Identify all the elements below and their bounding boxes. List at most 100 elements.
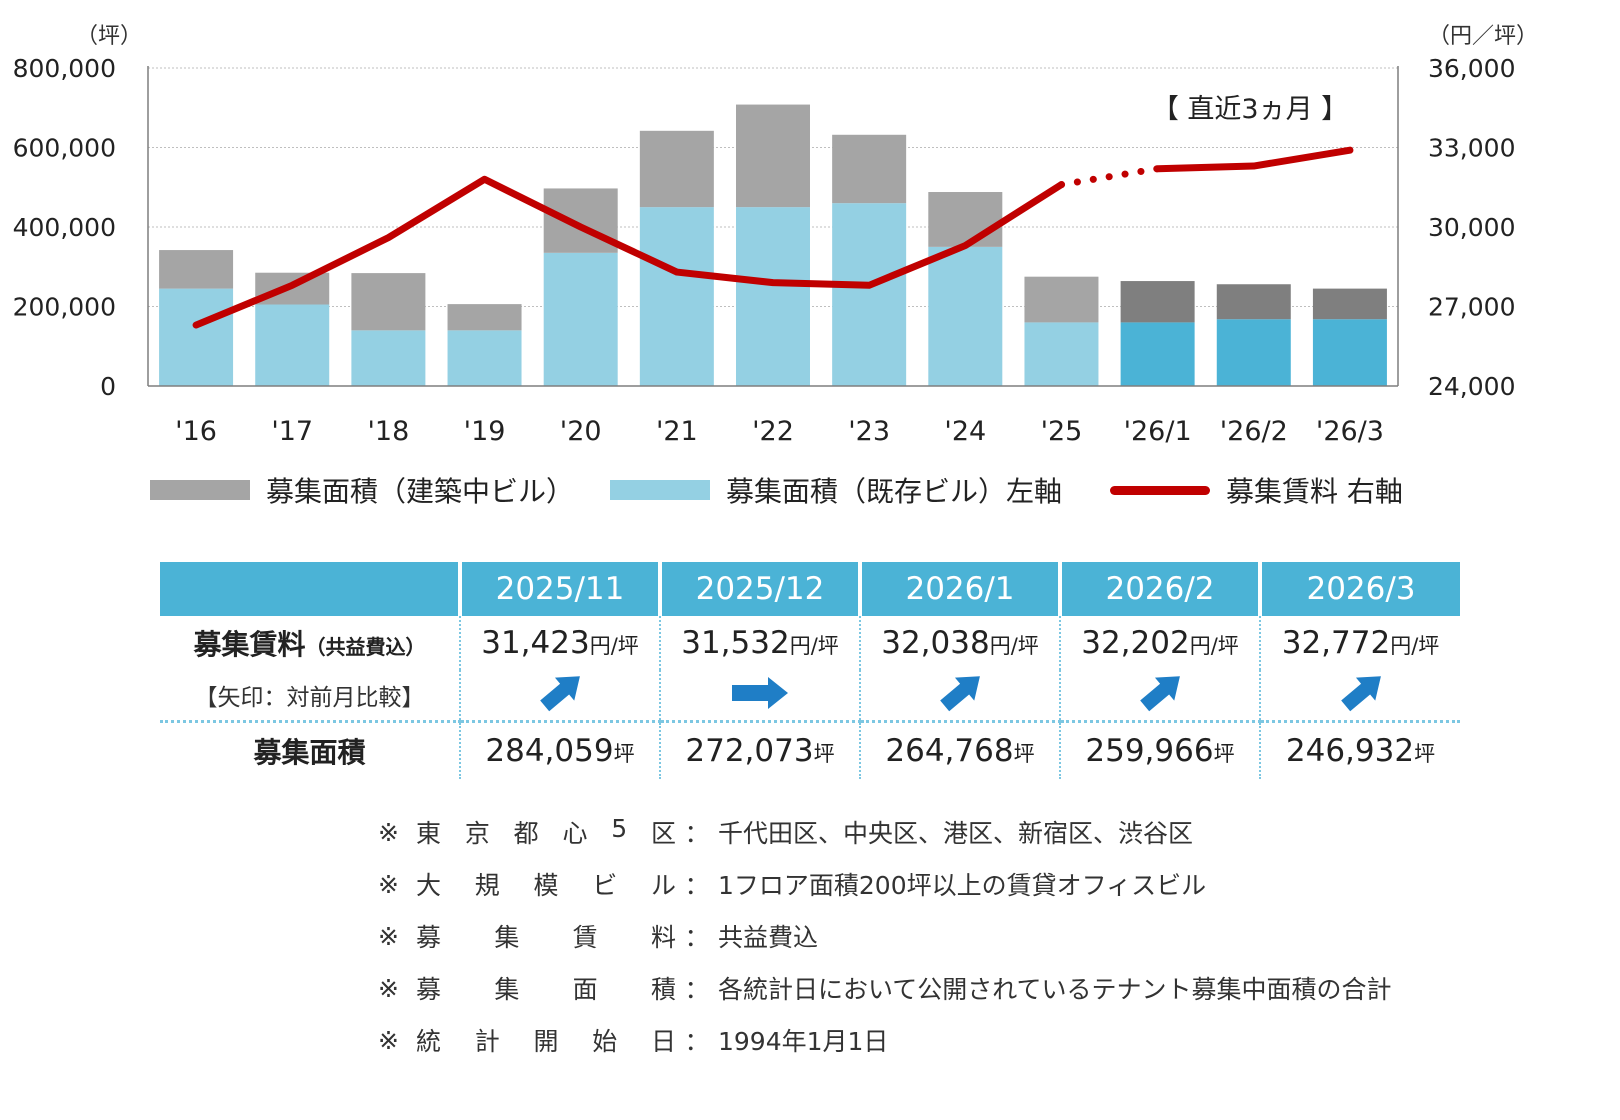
x-axis-tick-label: '26/1 (1124, 416, 1192, 447)
trend-arrow-shape (732, 677, 788, 709)
table-header-cell: 2026/2 (1060, 562, 1262, 616)
legend-swatch-rent (1110, 485, 1210, 495)
arrow-cell (1260, 670, 1460, 723)
right-axis-tick-label: 24,000 (1428, 372, 1515, 401)
area-unit: 坪 (1414, 742, 1436, 766)
note-mark: ※ (378, 817, 399, 847)
rent-cell: 32,772円/坪 (1260, 616, 1460, 670)
left-axis-tick-label: 400,000 (13, 213, 116, 242)
left-axis-tick-label: 200,000 (13, 293, 116, 322)
note-value: 共益費込 (718, 923, 819, 952)
rent-label-cell: 募集賃料（共益費込） (160, 616, 461, 670)
note-mark: ※ (378, 1025, 399, 1055)
rent-line-dotted (1057, 165, 1162, 189)
x-axis-tick-label: '21 (656, 416, 698, 447)
note-label: 統計開始日 (416, 1022, 676, 1058)
table-header-cell: 2025/12 (660, 562, 862, 616)
area-cell: 246,932坪 (1260, 722, 1460, 780)
legend-label-construction: 募集面積（建築中ビル） (266, 475, 575, 508)
trend-arrow-icon (1340, 676, 1381, 712)
legend-label-existing: 募集面積（既存ビル）左軸 (726, 475, 1063, 508)
note-label: 大規模ビル (416, 866, 676, 902)
trend-arrow-shape (940, 676, 980, 712)
bar-construction (1024, 276, 1099, 323)
note-label-char: 5 (611, 814, 628, 843)
legend-item-existing: 募集面積（既存ビル）左軸 (610, 470, 1062, 510)
note-value: 1フロア面積200坪以上の賃貸オフィスビル (718, 871, 1207, 900)
trend-arrow-icon (540, 676, 580, 712)
area-unit: 坪 (813, 742, 835, 766)
note-label-char: 大 (416, 871, 442, 900)
trend-arrow-icon (940, 676, 980, 712)
area-value: 246,932 (1285, 733, 1415, 769)
bar-construction (928, 192, 1003, 247)
x-axis-tick-label: '23 (848, 416, 890, 447)
note-label-char: 集 (494, 923, 520, 952)
bar-existing (543, 252, 618, 386)
rent-value: 32,772 (1281, 625, 1391, 661)
table-header-cell: 2026/3 (1260, 562, 1460, 616)
bar-existing (255, 304, 330, 386)
area-value: 284,059 (485, 733, 614, 769)
note-separator: ： (684, 1027, 710, 1056)
area-unit: 坪 (1213, 742, 1235, 766)
note-label-char: 賃 (572, 923, 598, 952)
bar-construction (351, 273, 426, 331)
note-label-char: 開 (533, 1027, 559, 1056)
x-axis-tick-label: '24 (944, 416, 986, 447)
bar-construction (639, 130, 714, 208)
area-unit: 坪 (613, 742, 635, 766)
rent-cell: 31,423円/坪 (460, 616, 661, 670)
note-label-char: 募 (416, 975, 442, 1004)
note-label-char: 面 (572, 975, 598, 1004)
note-label: 募集賃料 (416, 918, 676, 954)
rent-label-sub: （共益費込） (305, 635, 426, 659)
left-axis-tick-label: 800,000 (13, 54, 116, 83)
note-mark: ※ (378, 973, 399, 1003)
x-axis-tick-label: '26/2 (1220, 416, 1288, 447)
area-value: 272,073 (685, 733, 814, 769)
arrow-note-cell: 【矢印：対前月比較】 (160, 670, 461, 723)
note-value: 1994年1月1日 (718, 1027, 889, 1056)
note-label-char: 統 (416, 1027, 442, 1056)
table-row-rent: 募集賃料（共益費込） 31,423円/坪 31,532円/坪 32,038円/坪… (160, 616, 1460, 670)
rent-label: 募集賃料 (193, 628, 306, 661)
rent-value: 32,038 (881, 625, 990, 661)
right-axis-tick-label: 27,000 (1428, 293, 1515, 322)
area-value: 264,768 (885, 733, 1014, 769)
x-axis-tick-label: '22 (752, 416, 794, 447)
x-axis-tick-label: '26/3 (1316, 416, 1384, 447)
rent-unit: 円/坪 (989, 634, 1039, 658)
x-axis-tick-label: '17 (271, 416, 313, 447)
bar-existing (159, 288, 234, 386)
legend-item-construction: 募集面積（建築中ビル） (150, 470, 574, 510)
right-axis-tick-label: 33,000 (1428, 134, 1515, 163)
rent-unit: 円/坪 (789, 634, 839, 658)
rent-unit: 円/坪 (589, 634, 639, 658)
bar-existing (1024, 322, 1099, 386)
bar-construction (832, 134, 907, 204)
bar-construction (543, 188, 618, 253)
trend-arrow-shape (1140, 676, 1180, 712)
rent-value: 31,423 (481, 625, 590, 661)
left-axis-tick-label: 0 (100, 372, 116, 401)
bar-existing (736, 207, 810, 386)
legend: 募集面積（建築中ビル） 募集面積（既存ビル）左軸 募集賃料 右軸 (150, 470, 1450, 510)
note-label-char: 東 (416, 819, 442, 848)
table-header-cell: 2026/1 (860, 562, 1062, 616)
note-row: ※ 募 集 面 積 ： 各統計日において公開されているテナント募集中面積の合計 (378, 962, 1392, 1014)
bar-existing (639, 207, 714, 386)
bar-construction (736, 104, 810, 208)
recent-annotation: 【 直近3ヵ月 】 (1152, 94, 1348, 125)
arrow-note: 【矢印：対前月比較】 (194, 685, 425, 711)
note-label-char: 区 (650, 819, 676, 848)
bar-existing (928, 246, 1003, 386)
right-axis-tick-label: 30,000 (1428, 213, 1515, 242)
legend-label-rent: 募集賃料 右軸 (1226, 475, 1403, 508)
x-axis-tick-label: '18 (367, 416, 409, 447)
note-value: 千代田区、中央区、港区、新宿区、渋谷区 (718, 819, 1194, 848)
bar-construction (447, 304, 522, 331)
note-label-char: 規 (474, 871, 500, 900)
table-header-row: 2025/11 2025/12 2026/1 2026/2 2026/3 (160, 562, 1460, 616)
